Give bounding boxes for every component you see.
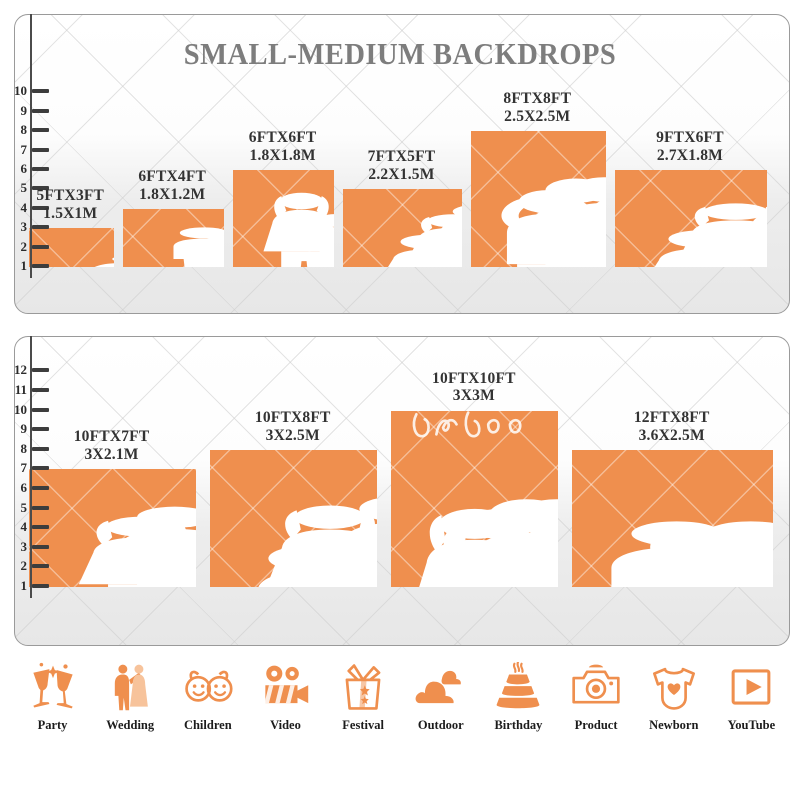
usage-category-label: Wedding [106, 718, 155, 732]
usage-category-label: YouTube [727, 718, 776, 732]
play-button-icon [724, 662, 778, 712]
usage-category-festival[interactable]: Festival [325, 662, 402, 733]
axis-tick [32, 368, 49, 373]
axis-tick-label: 8 [20, 440, 28, 456]
axis-tick-label: 12 [14, 362, 27, 378]
gift-box-icon [336, 662, 390, 712]
camera-icon [569, 662, 623, 712]
axis-tick [32, 584, 49, 588]
axis-tick-label: 1 [20, 258, 28, 273]
axis-tick-label: 7 [20, 141, 28, 157]
backdrop-size-bar [343, 189, 462, 267]
axis-tick-label: 9 [20, 102, 28, 118]
usage-category-label: Children [183, 718, 232, 732]
axis-tick [32, 264, 49, 268]
video-camera-icon [258, 662, 312, 712]
axis-tick-label: 4 [20, 519, 28, 535]
backdrop-size-bar [470, 131, 606, 267]
axis-tick [32, 407, 49, 412]
usage-category-wedding[interactable]: Wedding [92, 662, 169, 733]
usage-category-outdoor[interactable]: Outdoor [402, 662, 479, 733]
axis-tick-label: 2 [20, 558, 28, 574]
two-kid-faces-icon [181, 662, 235, 712]
axis-vertical-line [30, 14, 32, 278]
usage-category-video[interactable]: Video [247, 662, 324, 733]
birthday-cake-icon [491, 660, 545, 712]
wine-glasses-icon [26, 662, 80, 712]
usage-category-label: Newborn [649, 718, 699, 732]
usage-category-party[interactable]: Party [14, 662, 91, 733]
backdrop-size-bar [572, 449, 773, 587]
axis-tick [32, 89, 49, 94]
backdrop-size-bar [232, 170, 335, 267]
axis-tick-label: 1 [20, 578, 28, 593]
axis-tick [32, 486, 49, 490]
baby-onesie-icon [647, 662, 701, 712]
axis-tick-label: 11 [14, 382, 27, 397]
backdrop-size-bar [614, 170, 767, 267]
usage-category-birthday[interactable]: Birthday [480, 660, 557, 733]
axis-tick [32, 167, 49, 171]
axis-tick [32, 525, 49, 530]
axis-tick-label: 2 [20, 238, 28, 254]
axis-tick-label: 9 [20, 421, 28, 437]
backdrop-size-bar [210, 449, 378, 587]
axis-tick-label: 5 [20, 180, 28, 196]
axis-tick [32, 427, 49, 432]
axis-vertical-line [30, 336, 32, 598]
usage-category-label: Birthday [494, 718, 543, 732]
axis-tick [32, 186, 49, 191]
axis-tick [32, 225, 49, 230]
backdrop-size-bar [122, 208, 224, 267]
axis-tick [32, 128, 49, 133]
axis-tick [32, 446, 49, 451]
axis-tick [32, 244, 49, 249]
axis-tick-label: 10 [14, 401, 27, 417]
usage-category-label: Outdoor [417, 718, 464, 732]
axis-tick [32, 388, 49, 392]
page-title: SMALL-MEDIUM BACKDROPS [183, 36, 617, 71]
axis-tick-label: 5 [20, 499, 28, 515]
axis-tick-label: 6 [20, 161, 28, 176]
axis-tick-label: 3 [20, 538, 28, 554]
usage-category-newborn[interactable]: Newborn [635, 662, 712, 733]
axis-tick-label: 8 [20, 122, 28, 138]
axis-tick [32, 205, 49, 210]
chart-panel-large [14, 336, 790, 646]
axis-tick-label: 7 [20, 460, 28, 476]
usage-category-label: Product [574, 718, 618, 732]
backdrop-size-bar [29, 469, 197, 587]
axis-tick-label: 10 [14, 83, 27, 99]
axis-tick [32, 564, 49, 569]
usage-icon-strip: Party Wedding Children [14, 660, 790, 762]
usage-category-youtube[interactable]: YouTube [713, 662, 790, 733]
axis-tick [32, 466, 49, 471]
axis-tick-label: 4 [20, 199, 28, 215]
backdrop-size-bar [29, 228, 114, 267]
usage-category-label: Video [270, 718, 301, 732]
backdrop-size-bar [391, 410, 559, 587]
usage-category-label: Party [37, 718, 68, 732]
axis-tick [32, 108, 49, 113]
axis-tick-label: 3 [20, 219, 28, 235]
usage-category-product[interactable]: Product [558, 662, 635, 733]
wedding-couple-icon [103, 662, 157, 712]
usage-category-label: Festival [342, 718, 384, 732]
usage-category-children[interactable]: Children [169, 662, 246, 733]
axis-tick-label: 6 [20, 480, 28, 495]
axis-tick [32, 147, 49, 152]
cloud-icon [414, 662, 468, 712]
axis-tick [32, 505, 49, 510]
axis-tick [32, 544, 49, 549]
